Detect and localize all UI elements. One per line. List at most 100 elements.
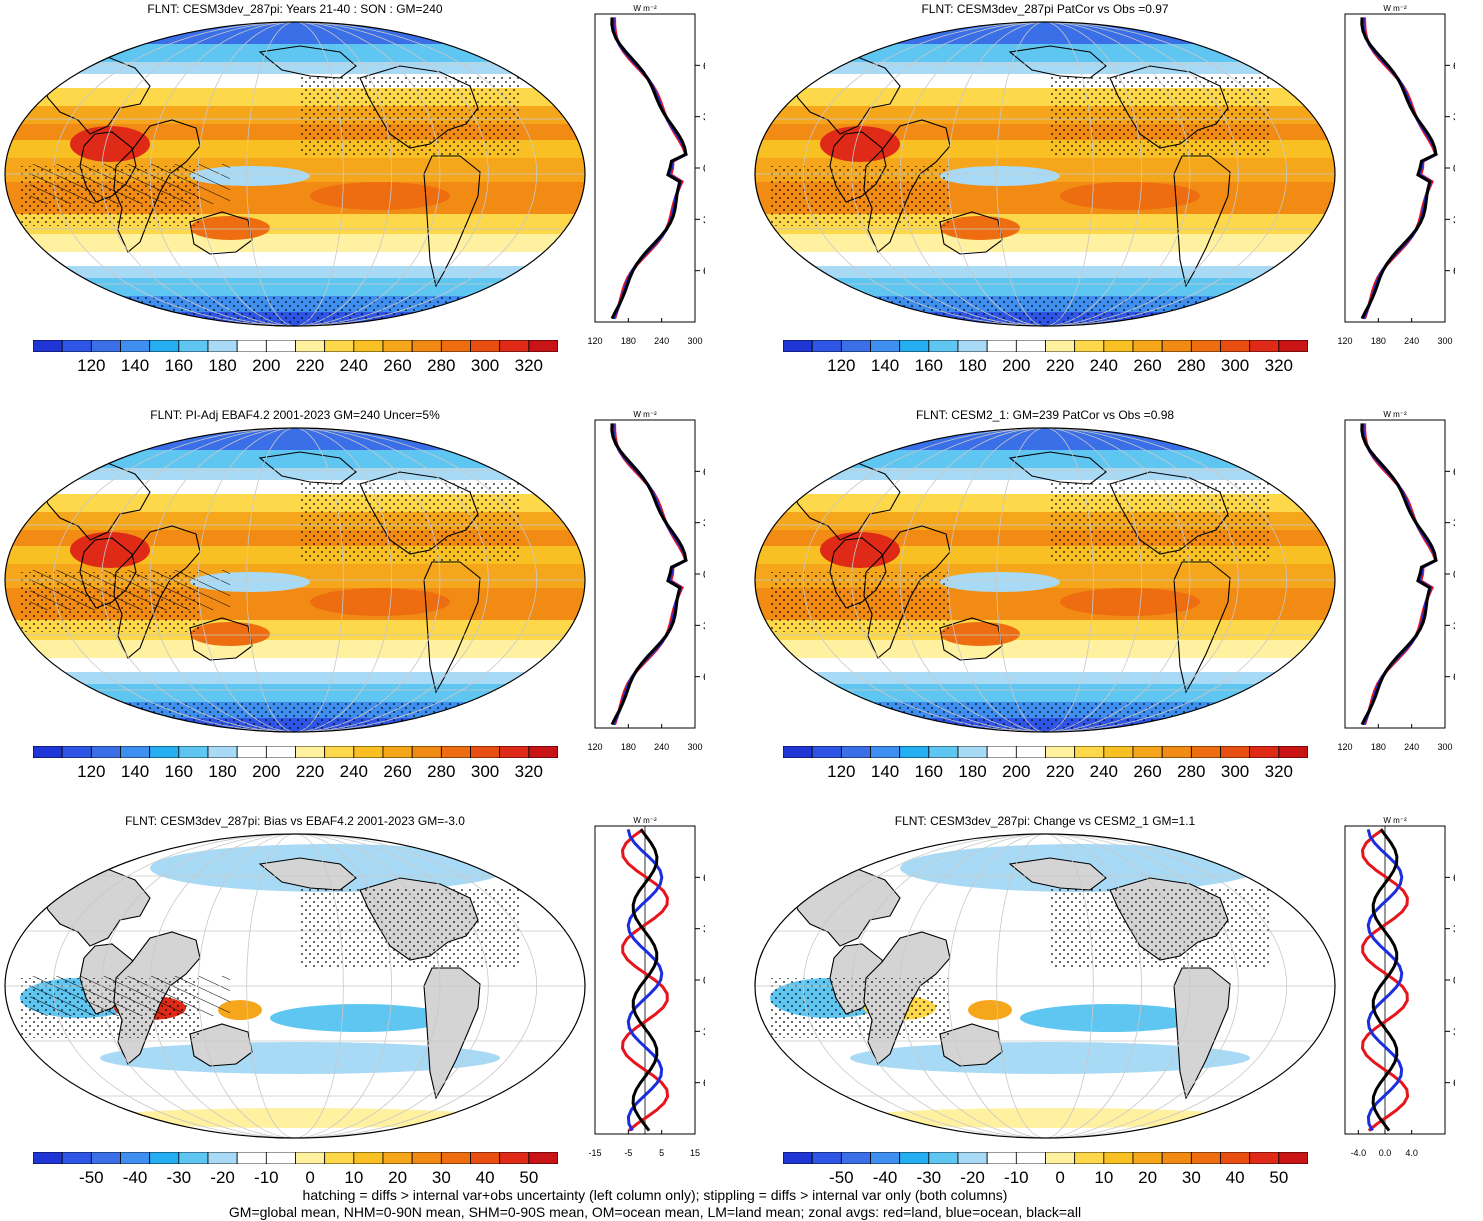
profile-all-curve [610,423,688,726]
colorbar-swatch [870,746,901,758]
colorbar-swatch [440,1152,471,1164]
colorbar-tick-label: 280 [1177,356,1206,375]
continent-outline [423,967,481,1100]
colorbar-tick-label: -20 [960,1168,985,1187]
colorbar-swatch [207,746,238,758]
colorbar-swatch [149,340,180,352]
colorbar-tick-label: 0 [1055,1168,1065,1187]
colorbar-swatch [811,1152,842,1164]
stipple-region [300,888,520,968]
colorbar-swatch [1220,340,1251,352]
colorbar-tick-label: 180 [208,356,237,375]
colorbar-tick-label: 120 [77,762,106,781]
colorbar-tick-label: 220 [1045,762,1075,781]
zonal-profile: W m⁻² 60N 30N 0 30S 60S 120 180 240 300 [587,4,705,346]
colorbar-swatch [265,746,296,758]
x-tick-label: 180 [1371,336,1386,346]
colorbar-tick-label: 20 [388,1168,408,1187]
graticule-lon [246,834,344,1138]
continent-outline [766,451,818,473]
colorbar [33,340,558,352]
colorbar-tick-label: 30 [431,1168,451,1187]
colorbar-swatch [295,746,326,758]
global-map [4,21,586,327]
stipple-region [1050,76,1270,156]
colorbar-tick-label: 160 [914,762,944,781]
colorbar-tick-label: 140 [870,356,900,375]
colorbar-labels: -50 -40 -30 -20 -10 0 10 20 30 40 50 [783,1168,1308,1190]
map-band [5,234,585,252]
map-band [755,22,1335,44]
colorbar-swatch [178,1152,209,1164]
footer-note-hatching: hatching = diffs > internal var+obs unce… [302,1187,1008,1203]
x-tick-label: 240 [1404,742,1419,752]
continent-outline [189,1023,253,1067]
colorbar-tick-label: 300 [1220,762,1250,781]
colorbar-tick-label: 320 [514,762,544,781]
map-band [755,44,1335,62]
colorbar-swatch [178,746,209,758]
colorbar-swatch [1249,340,1280,352]
stipple-region [300,76,520,156]
colorbar-tick-label: 280 [427,356,456,375]
map-hotspot [190,622,270,646]
global-map [754,427,1336,733]
profile-all-curve [610,17,688,320]
map-band [5,44,585,62]
colorbar-swatch [1132,746,1163,758]
stipple-region [300,482,520,562]
colorbar-swatch [1161,746,1192,758]
panel-model-patcor: FLNT: CESM3dev_287pi PatCor vs Obs =0.97… [750,0,1483,408]
colorbar-swatch [207,1152,238,1164]
map-hotspot [310,182,450,210]
continent-outline [1008,451,1107,485]
colorbar-swatch [928,746,959,758]
continent-outline [423,561,481,694]
profile-all-curve [1360,423,1438,726]
lat-tick-label: 60S [703,672,705,684]
colorbar-swatch [957,746,988,758]
colorbar-swatch [90,746,121,758]
colorbar-swatch [1103,746,1134,758]
lat-tick-label: 60S [703,266,705,278]
profile-ocean-curve [611,423,688,726]
colorbar-tick-label: 50 [519,1168,539,1187]
map-band [755,266,1335,278]
colorbar [783,746,1308,758]
colorbar-swatch [499,1152,530,1164]
map-hotspot [70,532,150,568]
lat-tick-label: 30N [1453,112,1455,124]
x-tick-label: 300 [687,742,702,752]
colorbar-tick-label: -50 [79,1168,104,1187]
continent-outline [16,451,68,473]
profile-unit: W m⁻² [1383,816,1407,825]
x-tick-label: 5 [659,1148,664,1158]
profile-frame [1344,419,1446,729]
colorbar-swatch [470,340,501,352]
graticule-lon [52,834,538,1138]
lat-tick-label: 60S [1453,1078,1455,1090]
colorbar-swatch [1190,340,1221,352]
zonal-profile: W m⁻² 60N 30N 0 30S 60S 120 180 240 300 [1337,410,1455,752]
colorbar-swatch [811,340,842,352]
zonal-profile: W m⁻² 60N 30N 0 30S 60S -15 -5 5 15 [588,816,705,1158]
graticule-lon [197,834,393,1138]
continent-outline [766,857,818,879]
colorbar-swatch [61,1152,92,1164]
colorbar-labels: 120 140 160 180 200 220 240 260 280 300 320 [783,356,1308,378]
global-map [754,21,1336,327]
x-tick-label: 180 [621,336,636,346]
x-tick-label: -4.0 [1351,1148,1367,1158]
colorbar-swatch [33,746,63,758]
map-band [755,234,1335,252]
colorbar-swatch [1190,1152,1221,1164]
zonal-profile: W m⁻² 60N 30N 0 30S 60S 120 180 240 300 [1337,4,1455,346]
lat-tick-label: 60S [1453,672,1455,684]
continent-outline [1173,561,1231,694]
profile-land-curve [613,17,688,320]
profile-ocean-curve [611,17,688,320]
x-tick-label: 120 [587,336,602,346]
colorbar-swatch [411,1152,442,1164]
colorbar-swatch [1161,340,1192,352]
x-tick-label: 300 [1437,336,1452,346]
